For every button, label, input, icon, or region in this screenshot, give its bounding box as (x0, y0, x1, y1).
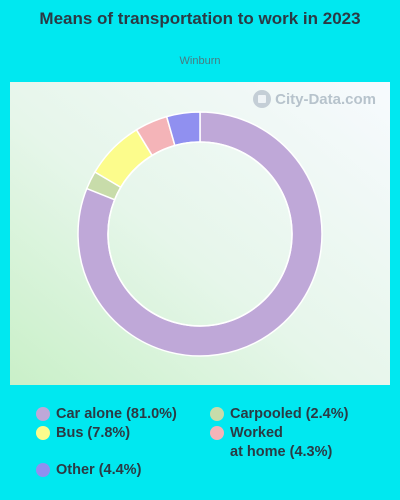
legend-label-car-alone: Car alone (81.0%) (56, 406, 177, 422)
legend-item-car-alone: Car alone (81.0%) (36, 405, 177, 424)
legend-swatch-car-alone (36, 407, 50, 421)
watermark-text: City-Data.com (275, 90, 376, 108)
donut-inner-edge (107, 141, 293, 327)
legend-swatch-other (36, 463, 50, 477)
legend-label-carpooled: Carpooled (2.4%) (230, 406, 349, 422)
plot-area: City-Data.com (10, 82, 390, 385)
legend-swatch-carpooled (210, 407, 224, 421)
legend-item-other: Other (4.4%) (36, 461, 141, 480)
city-data-logo-icon (253, 90, 272, 108)
legend-swatch-worked-at-home (210, 426, 224, 440)
donut-chart (77, 111, 323, 357)
legend-item-bus: Bus (7.8%) (36, 424, 130, 443)
legend-item-carpooled: Carpooled (2.4%) (210, 405, 348, 424)
chart-subtitle: Winburn (179, 55, 221, 67)
chart-title: Means of transportation to work in 2023 (39, 9, 361, 28)
legend-swatch-bus (36, 426, 50, 440)
legend-label-worked-at-home: Worked at home (4.3%) (230, 425, 333, 460)
watermark: City-Data.com (253, 90, 376, 108)
legend-label-bus: Bus (7.8%) (56, 425, 131, 441)
legend-item-worked-at-home: Worked at home (4.3%) (210, 424, 332, 462)
legend-label-other: Other (4.4%) (56, 462, 142, 478)
